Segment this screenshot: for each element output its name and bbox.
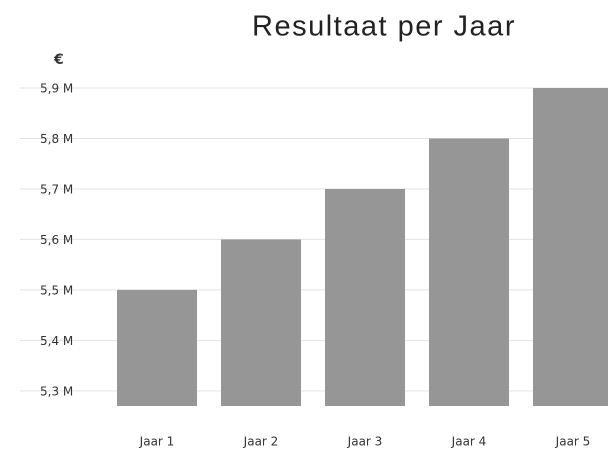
bar [117,289,197,406]
y-tick-label: 5,3 M [40,384,73,398]
y-tick-label: 5,7 M [40,182,73,196]
x-tick-label: Jaar 4 [451,435,487,449]
chart-title: Resultaat per Jaar [252,11,516,43]
y-axis-label: € [53,52,64,68]
bar [221,239,301,406]
y-tick-label: 5,4 M [40,334,73,348]
bar [429,138,509,406]
x-tick-label: Jaar 5 [555,435,591,449]
bar [533,88,608,406]
y-tick-label: 5,9 M [40,82,73,96]
y-tick-label: 5,8 M [40,132,73,146]
x-tick-label: Jaar 3 [347,435,383,449]
bar [325,188,405,406]
x-tick-label: Jaar 2 [243,435,279,449]
x-tick-label: Jaar 1 [139,435,175,449]
y-tick-label: 5,6 M [40,233,73,247]
y-tick-label: 5,5 M [40,283,73,297]
